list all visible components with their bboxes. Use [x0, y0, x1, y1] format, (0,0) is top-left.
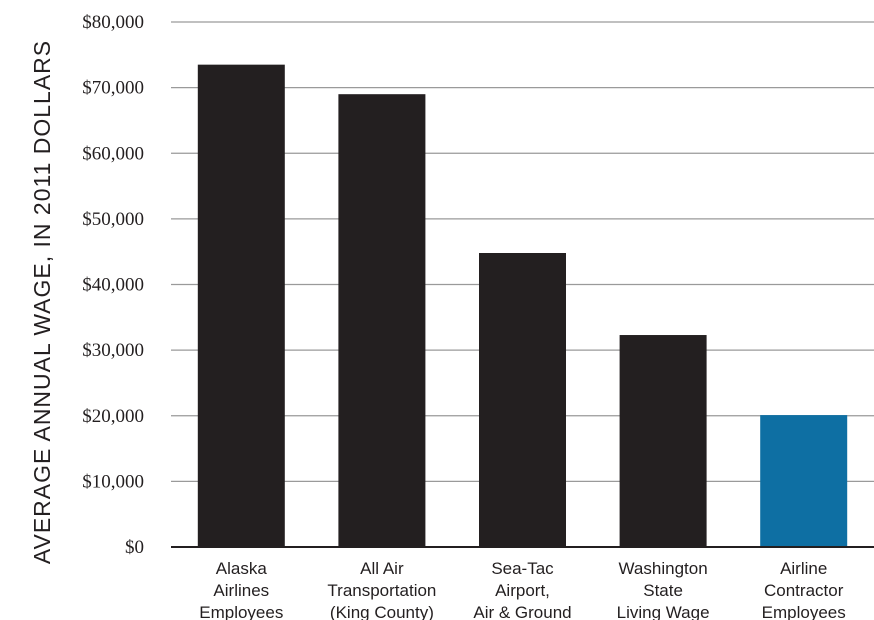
- bar: [619, 335, 707, 547]
- x-category-label: Alaska Airlines Employees: [199, 559, 283, 620]
- y-tick-label: $80,000: [82, 12, 144, 33]
- x-category-label: Sea-Tac Airport, Air & Ground: [473, 559, 571, 620]
- bar: [760, 415, 848, 547]
- x-category-label: Airline Contractor Employees: [762, 559, 846, 620]
- bar: [479, 253, 566, 547]
- y-axis-label: AVERAGE ANNUAL WAGE, IN 2011 DOLLARS: [29, 40, 55, 564]
- x-category-label: All Air Transportation (King County): [327, 559, 436, 620]
- y-tick-label: $20,000: [82, 406, 144, 427]
- y-tick-label: $10,000: [82, 471, 144, 492]
- y-tick-label: $60,000: [82, 143, 144, 164]
- y-tick-label: $0: [125, 537, 144, 558]
- y-tick-label: $70,000: [82, 78, 144, 99]
- bar: [197, 64, 285, 547]
- y-tick-label: $40,000: [82, 275, 144, 296]
- x-category-label: Washington State Living Wage: [617, 559, 710, 620]
- bar: [338, 94, 426, 547]
- y-tick-label: $50,000: [82, 209, 144, 230]
- y-tick-label: $30,000: [82, 340, 144, 361]
